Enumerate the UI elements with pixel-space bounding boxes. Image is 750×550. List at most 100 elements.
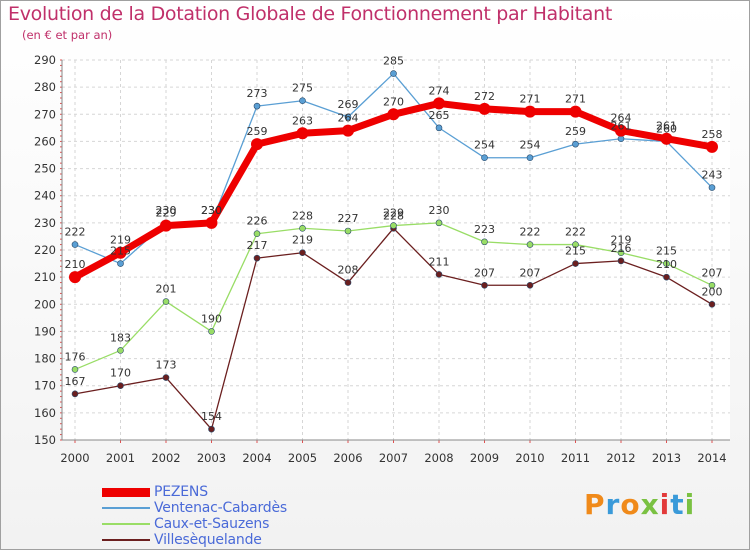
data-point xyxy=(253,254,261,262)
logo-letter: i xyxy=(659,488,671,521)
data-point xyxy=(708,184,716,191)
logo-letter: r xyxy=(605,488,621,521)
data-point xyxy=(299,249,306,257)
x-tick-label: 2014 xyxy=(697,451,726,465)
data-label: 230 xyxy=(201,204,222,217)
x-tick-label: 2008 xyxy=(424,451,453,465)
logo-letter: P xyxy=(584,488,606,521)
data-label: 273 xyxy=(247,87,268,100)
data-point xyxy=(162,298,170,305)
data-point xyxy=(71,366,79,373)
y-tick-label: 290 xyxy=(34,53,56,67)
data-point xyxy=(526,154,534,162)
data-label: 260 xyxy=(656,122,677,135)
data-label: 211 xyxy=(429,255,450,268)
data-label: 274 xyxy=(429,84,450,97)
plot-area xyxy=(62,60,730,440)
y-tick-label: 230 xyxy=(34,216,56,230)
data-point xyxy=(299,224,306,232)
data-label: 261 xyxy=(656,120,677,133)
x-tick-label: 2010 xyxy=(515,451,544,465)
legend-label: Ventenac-Cabardès xyxy=(154,500,288,516)
data-label: 264 xyxy=(338,112,359,125)
data-point xyxy=(162,374,170,381)
data-point xyxy=(478,102,491,115)
x-tick-label: 2012 xyxy=(606,451,635,465)
y-tick-label: 210 xyxy=(34,270,56,284)
data-label: 264 xyxy=(611,112,632,125)
data-point xyxy=(69,271,81,284)
data-label: 229 xyxy=(383,207,404,220)
y-tick-label: 250 xyxy=(34,162,56,176)
data-label: 208 xyxy=(338,264,359,277)
legend-label: Villesèquelande xyxy=(154,532,262,548)
data-point xyxy=(572,241,579,248)
data-label: 259 xyxy=(565,125,586,138)
x-tick-label: 2006 xyxy=(333,451,362,465)
legend-label: Caux-et-Sauzens xyxy=(154,516,270,532)
x-tick-label: 2002 xyxy=(151,451,180,465)
legend-swatch xyxy=(102,539,150,541)
data-label: 219 xyxy=(292,234,313,247)
x-tick-label: 2003 xyxy=(197,451,226,465)
y-tick-label: 180 xyxy=(34,352,56,366)
data-label: 227 xyxy=(338,212,359,225)
data-label: 243 xyxy=(702,169,723,182)
data-label: 170 xyxy=(110,367,131,380)
data-point xyxy=(117,382,124,390)
legend-item: PEZENS xyxy=(102,484,287,500)
data-point xyxy=(208,425,215,433)
data-label: 265 xyxy=(429,109,450,122)
data-label: 215 xyxy=(565,245,586,258)
data-point xyxy=(708,300,716,308)
data-label: 271 xyxy=(520,93,541,106)
data-point xyxy=(706,140,718,153)
data-point xyxy=(205,216,218,229)
logo-letter: x xyxy=(640,488,660,521)
data-label: 229 xyxy=(156,207,177,220)
legend-item: Caux-et-Sauzens xyxy=(102,516,287,532)
data-point xyxy=(160,219,172,232)
data-point xyxy=(435,271,443,278)
legend-item: Ventenac-Cabardès xyxy=(102,500,287,516)
data-point xyxy=(117,260,124,267)
x-tick-label: 2001 xyxy=(106,451,135,465)
data-point xyxy=(526,241,534,248)
data-point xyxy=(253,230,261,238)
x-tick-label: 2011 xyxy=(561,451,590,465)
data-label: 226 xyxy=(247,215,268,228)
data-point xyxy=(481,154,488,162)
data-label: 217 xyxy=(247,239,268,252)
data-point xyxy=(708,281,716,289)
x-tick-label: 2005 xyxy=(288,451,317,465)
data-point xyxy=(71,390,79,398)
data-label: 259 xyxy=(247,125,268,138)
data-label: 228 xyxy=(383,209,404,222)
data-label: 183 xyxy=(110,331,131,344)
data-label: 190 xyxy=(201,312,222,325)
data-label: 230 xyxy=(201,204,222,217)
data-point xyxy=(344,227,352,235)
data-label: 269 xyxy=(338,98,359,111)
data-point xyxy=(572,140,579,148)
x-tick-label: 2007 xyxy=(379,451,408,465)
data-point xyxy=(433,97,445,110)
y-tick-label: 270 xyxy=(34,107,56,121)
data-point xyxy=(435,219,443,227)
legend-label: PEZENS xyxy=(154,484,208,500)
data-label: 270 xyxy=(383,95,404,108)
data-point xyxy=(387,108,400,121)
data-label: 210 xyxy=(65,258,86,271)
legend-item: Villesèquelande xyxy=(102,532,287,548)
logo-letter: o xyxy=(620,488,641,521)
data-point xyxy=(617,135,625,143)
chart-subtitle: (en € et par an) xyxy=(22,28,113,42)
chart-title: Evolution de la Dotation Globale de Fonc… xyxy=(8,3,613,25)
chart-legend: PEZENS Ventenac-Cabardès Caux-et-Sauzens Vi… xyxy=(102,484,287,548)
y-tick-label: 150 xyxy=(34,433,56,447)
data-point xyxy=(114,246,127,259)
data-label: 258 xyxy=(702,128,723,141)
data-point xyxy=(253,102,261,110)
data-label: 272 xyxy=(474,90,495,103)
data-label: 215 xyxy=(656,245,677,258)
